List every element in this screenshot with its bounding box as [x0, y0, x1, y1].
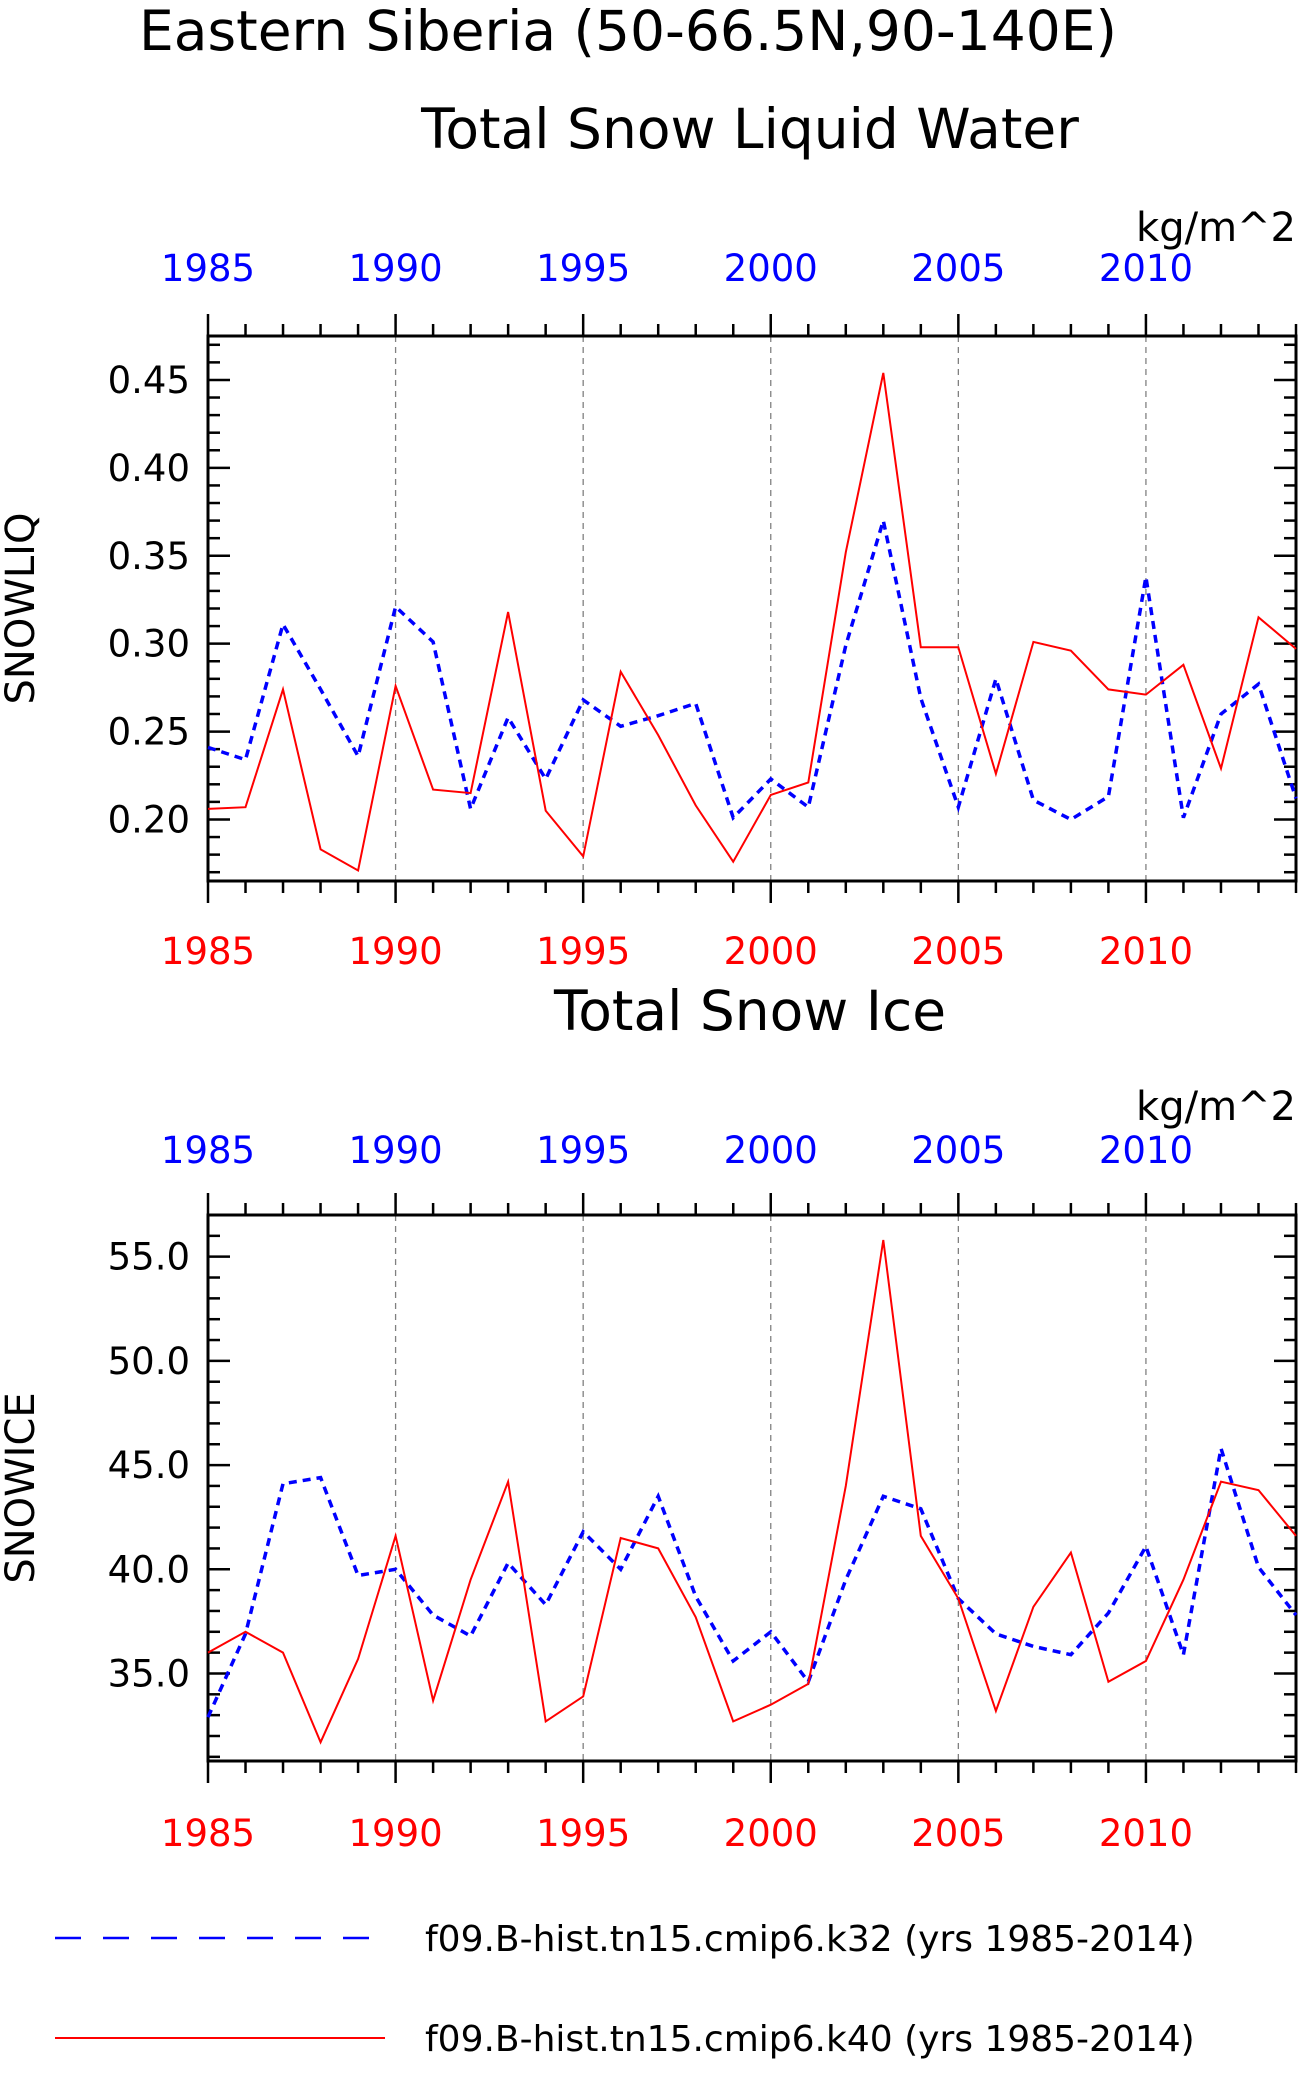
x-tick-label-top: 1985	[161, 247, 255, 290]
units-label: kg/m^2	[1136, 1084, 1296, 1130]
y-tick-label: 45.0	[108, 1444, 190, 1487]
y-tick-label: 35.0	[108, 1652, 190, 1695]
panel-title: Total Snow Ice	[553, 979, 946, 1043]
plot-frame	[206, 1213, 1298, 1763]
series-line-k32	[207, 520, 1298, 822]
y-tick-label: 40.0	[108, 1548, 190, 1591]
x-tick-label-bottom: 2005	[911, 1812, 1005, 1855]
legend-label: f09.B-hist.tn15.cmip6.k32 (yrs 1985-2014…	[425, 1919, 1195, 1960]
x-tick-label-top: 2010	[1099, 247, 1193, 290]
series-line-k40	[207, 1239, 1297, 1745]
x-tick-label-top: 2000	[724, 1129, 818, 1172]
panel-snowliq: Total Snow Liquid Water kg/m^2 SNOWLIQ 1985…	[0, 97, 1298, 973]
x-tick-label-bottom: 1985	[161, 1812, 255, 1855]
series-line-k40	[207, 372, 1297, 873]
x-tick-label-top: 2010	[1099, 1129, 1193, 1172]
x-tick-label-bottom: 1985	[161, 930, 255, 973]
y-tick-label: 0.30	[108, 623, 190, 666]
legend: f09.B-hist.tn15.cmip6.k32 (yrs 1985-2014…	[55, 1919, 1195, 2060]
y-tick-label: 0.20	[108, 798, 190, 841]
x-tick-label-bottom: 1990	[349, 1812, 443, 1855]
legend-label: f09.B-hist.tn15.cmip6.k40 (yrs 1985-2014…	[425, 2019, 1195, 2060]
y-tick-label: 0.35	[108, 535, 190, 578]
x-tick-label-top: 1995	[536, 1129, 630, 1172]
x-tick-label-bottom: 2000	[724, 930, 818, 973]
y-tick-label: 50.0	[108, 1340, 190, 1383]
series-line-k32	[206, 1447, 1298, 1718]
x-tick-label-bottom: 2010	[1099, 930, 1193, 973]
y-tick-label: 55.0	[108, 1236, 190, 1279]
x-tick-label-bottom: 2000	[724, 1812, 818, 1855]
y-tick-label: 0.40	[108, 447, 190, 490]
x-tick-label-bottom: 2005	[911, 930, 1005, 973]
y-axis-label: SNOWLIQ	[0, 513, 44, 705]
units-label: kg/m^2	[1136, 205, 1296, 251]
x-tick-label-top: 1990	[349, 1129, 443, 1172]
panel-snowice: Total Snow Ice kg/m^2 SNOWICE 1985 1985 1990 1…	[0, 979, 1298, 1855]
figure-title: Eastern Siberia (50-66.5N,90-140E)	[139, 0, 1117, 63]
y-tick-label: 0.45	[108, 359, 190, 402]
x-tick-label-bottom: 1990	[349, 930, 443, 973]
x-tick-label-top: 1995	[536, 247, 630, 290]
panel-title: Total Snow Liquid Water	[420, 97, 1079, 161]
y-tick-label: 0.25	[108, 711, 190, 754]
x-tick-label-top: 2000	[724, 247, 818, 290]
x-tick-label-top: 2005	[911, 247, 1005, 290]
x-tick-label-bottom: 2010	[1099, 1812, 1193, 1855]
x-tick-label-top: 2005	[911, 1129, 1005, 1172]
x-tick-label-top: 1985	[161, 1129, 255, 1172]
x-tick-label-top: 1990	[349, 247, 443, 290]
x-tick-label-bottom: 1995	[536, 1812, 630, 1855]
y-axis-label: SNOWICE	[0, 1392, 44, 1583]
x-tick-label-bottom: 1995	[536, 930, 630, 973]
